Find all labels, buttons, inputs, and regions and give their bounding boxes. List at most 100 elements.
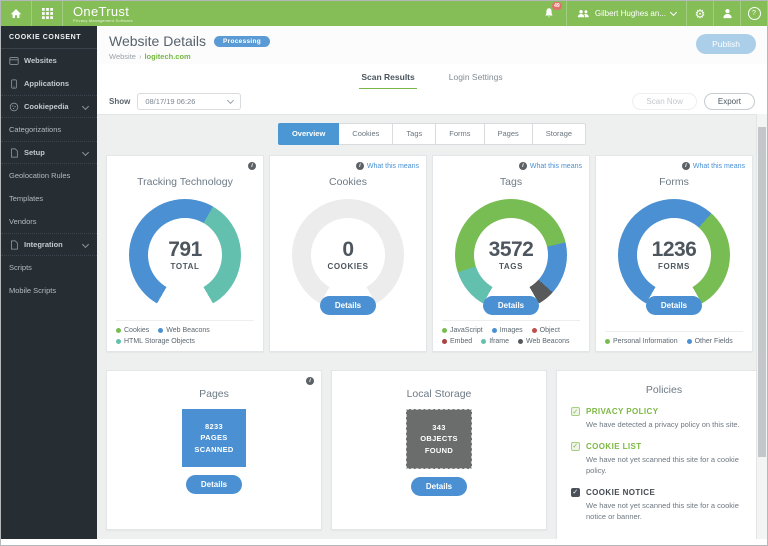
sidebar-item-mobile-scripts[interactable]: Mobile Scripts	[1, 279, 97, 302]
sidebar-item-label: Categorizations	[9, 125, 62, 134]
chevron-down-icon	[227, 96, 235, 105]
result-subtabs: Overview Cookies Tags Forms Pages Storag…	[97, 123, 767, 145]
help-icon[interactable]	[741, 1, 767, 26]
checkbox-checked-icon[interactable]	[571, 441, 580, 451]
settings-gear-icon[interactable]	[687, 1, 713, 26]
home-icon[interactable]	[1, 1, 31, 26]
pages-details-button[interactable]: Details	[185, 475, 243, 494]
breadcrumb-separator: ›	[138, 52, 142, 61]
legend-label: Object	[539, 327, 560, 334]
sidebar-item-cookiepedia[interactable]: Cookiepedia	[1, 95, 97, 118]
legend-dot	[442, 339, 447, 344]
sidebar-item-vendors[interactable]: Vendors	[1, 210, 97, 233]
tags-legend: JavaScript Images Object Embed Iframe We…	[442, 320, 580, 345]
browser-icon	[9, 56, 19, 66]
app-grid-icon[interactable]	[32, 1, 62, 26]
pages-scanned-box: 8233 PAGES SCANNED	[182, 409, 246, 467]
subtab-cookies[interactable]: Cookies	[338, 123, 394, 145]
info-icon	[518, 162, 527, 170]
local-storage-card: Local Storage 343 OBJECTS FOUND Details	[331, 370, 547, 530]
local-storage-details-button[interactable]: Details	[410, 477, 468, 496]
breadcrumb-parent[interactable]: Website	[109, 52, 136, 61]
pages-count: 8233	[205, 421, 223, 431]
legend-label: Cookies	[124, 327, 150, 334]
sidebar-item-label: Mobile Scripts	[9, 286, 57, 295]
sidebar-item-label: Vendors	[9, 217, 37, 226]
checkbox-checked-icon[interactable]	[571, 487, 580, 497]
subtab-tags[interactable]: Tags	[392, 123, 437, 145]
tab-scan-results[interactable]: Scan Results	[359, 64, 418, 90]
policy-heading: COOKIE LIST	[586, 441, 642, 451]
scan-results-content: Overview Cookies Tags Forms Pages Storag…	[97, 114, 767, 543]
summary-cards-row: Tracking Technology 791 TOTAL Cookies We…	[106, 155, 753, 352]
sidebar-item-templates[interactable]: Templates	[1, 187, 97, 210]
legend-dot	[605, 339, 610, 344]
sidebar-item-label: Applications	[24, 79, 70, 88]
subtab-pages[interactable]: Pages	[483, 123, 533, 145]
legend-dot	[491, 328, 497, 333]
sidebar-item-categorizations[interactable]: Categorizations	[1, 118, 97, 141]
card-title: Policies	[645, 384, 683, 396]
card-title: Pages	[199, 388, 229, 400]
forms-details-button[interactable]: Details	[645, 296, 703, 315]
card-title: Forms	[659, 176, 689, 188]
page-title: Website Details	[109, 33, 207, 49]
breadcrumb: Website › logitech.com	[97, 49, 767, 61]
what-this-means-link[interactable]: What this means	[518, 162, 582, 170]
sidebar-header: COOKIE CONSENT	[1, 26, 97, 49]
scan-now-button[interactable]: Scan Now	[632, 93, 697, 110]
subtab-forms[interactable]: Forms	[435, 123, 485, 145]
card-title: Local Storage	[406, 388, 472, 400]
info-icon[interactable]	[306, 377, 314, 385]
subtab-storage[interactable]: Storage	[531, 123, 587, 145]
user-menu[interactable]: Gilbert Hughes an...	[567, 1, 686, 26]
policy-item-cookie-notice: COOKIE NOTICE We have not yet scanned th…	[571, 487, 757, 523]
notification-count-badge: 49	[551, 2, 562, 10]
scan-date-dropdown[interactable]: 08/17/19 06:26	[137, 93, 242, 110]
chevron-down-icon	[81, 148, 90, 157]
legend-label: Images	[499, 327, 523, 334]
notifications-bell-icon[interactable]: 49	[532, 1, 566, 26]
legend-dot	[531, 328, 537, 333]
export-button[interactable]: Export	[703, 93, 755, 110]
legend-dot	[686, 339, 692, 344]
sidebar-item-integration[interactable]: Integration	[1, 233, 97, 256]
page-header: Website Details Processing Website › logit…	[97, 26, 767, 64]
checkbox-checked-icon[interactable]	[571, 407, 580, 416]
sidebar-item-websites[interactable]: Websites	[1, 49, 97, 72]
sidebar-item-label: Setup	[24, 148, 45, 157]
what-this-means-link[interactable]: What this means	[355, 162, 419, 170]
user-name: Gilbert Hughes an...	[594, 9, 666, 18]
tags-unit: TAGS	[498, 262, 524, 271]
legend-dot	[158, 328, 164, 333]
account-person-icon[interactable]	[714, 1, 740, 26]
sidebar-item-label: Templates	[9, 194, 44, 203]
scrollbar-thumb[interactable]	[758, 127, 766, 457]
publish-button[interactable]: Publish	[696, 34, 756, 54]
sidebar-item-label: Cookiepedia	[24, 102, 69, 111]
sidebar-item-label: Geolocation Rules	[9, 171, 71, 180]
info-icon[interactable]	[248, 162, 256, 170]
info-icon	[681, 162, 690, 170]
tags-value: 3572	[488, 238, 534, 261]
main-area: Website Details Processing Website › logit…	[97, 26, 767, 543]
sidebar-item-scripts[interactable]: Scripts	[1, 256, 97, 279]
sidebar-item-geolocation-rules[interactable]: Geolocation Rules	[1, 164, 97, 187]
tags-details-button[interactable]: Details	[482, 296, 540, 315]
cookies-details-button[interactable]: Details	[319, 296, 377, 315]
divider	[62, 1, 63, 26]
tab-login-settings[interactable]: Login Settings	[448, 71, 503, 82]
divider	[565, 1, 567, 26]
scan-date-value: 08/17/19 06:26	[145, 97, 196, 106]
sidebar-item-setup[interactable]: Setup	[1, 141, 97, 164]
vertical-scrollbar[interactable]	[756, 114, 767, 539]
sidebar-item-applications[interactable]: Applications	[1, 72, 97, 95]
sidebar-item-label: Websites	[24, 56, 57, 65]
legend-label: Web Beacons	[526, 338, 570, 345]
brand-name: OneTrust	[73, 4, 130, 19]
policy-item-privacy-policy: PRIVACY POLICY We have detected a privac…	[571, 407, 757, 431]
subtab-overview[interactable]: Overview	[277, 123, 340, 145]
card-title: Cookies	[329, 176, 367, 188]
what-this-means-link[interactable]: What this means	[681, 162, 745, 170]
